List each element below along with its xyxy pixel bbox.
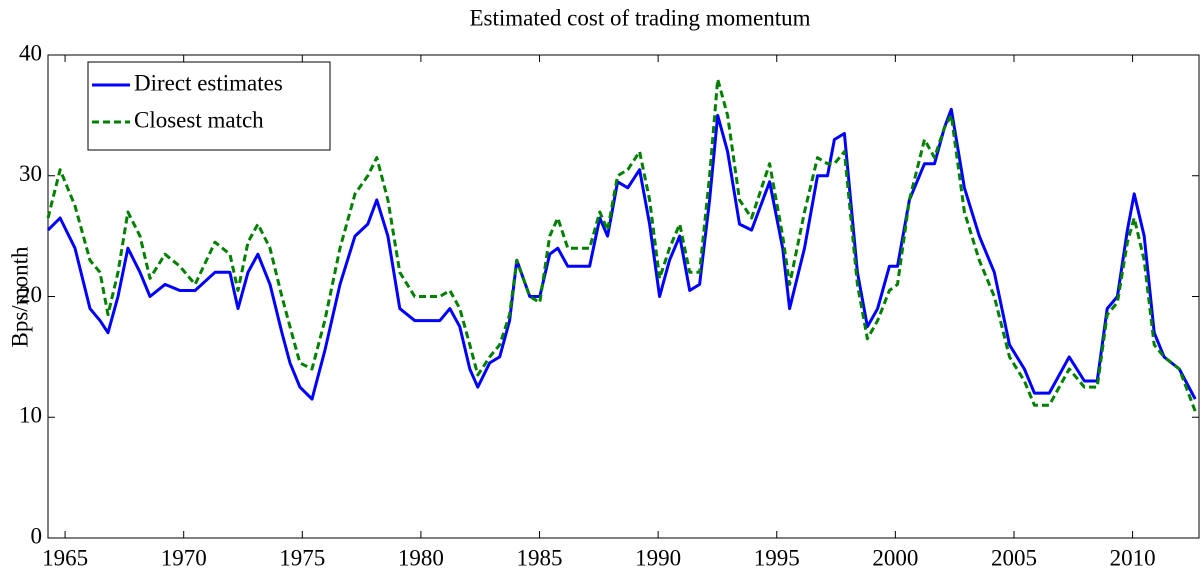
chart-title: Estimated cost of trading momentum bbox=[469, 5, 810, 30]
x-tick-label: 2000 bbox=[872, 545, 918, 570]
legend-label: Direct estimates bbox=[134, 70, 283, 95]
x-tick-label: 1965 bbox=[42, 545, 88, 570]
series-line bbox=[46, 77, 1197, 412]
series-line bbox=[46, 107, 1197, 401]
legend-label: Closest match bbox=[134, 107, 264, 132]
y-tick-label: 0 bbox=[31, 523, 43, 548]
x-tick-label: 2005 bbox=[991, 545, 1037, 570]
x-tick-label: 1985 bbox=[517, 545, 563, 570]
legend-box bbox=[87, 61, 331, 151]
x-tick-label: 1970 bbox=[161, 545, 207, 570]
x-tick-label: 1975 bbox=[279, 545, 325, 570]
x-tick-label: 1980 bbox=[398, 545, 444, 570]
x-tick-label: 1990 bbox=[635, 545, 681, 570]
y-axis-label: Bps/month bbox=[7, 246, 32, 347]
x-tick-label: 1995 bbox=[754, 545, 800, 570]
y-tick-label: 40 bbox=[19, 40, 42, 65]
y-tick-label: 20 bbox=[19, 282, 42, 307]
y-tick-label: 30 bbox=[19, 161, 42, 186]
y-tick-label: 10 bbox=[19, 403, 42, 428]
x-tick-label: 2010 bbox=[1110, 545, 1156, 570]
